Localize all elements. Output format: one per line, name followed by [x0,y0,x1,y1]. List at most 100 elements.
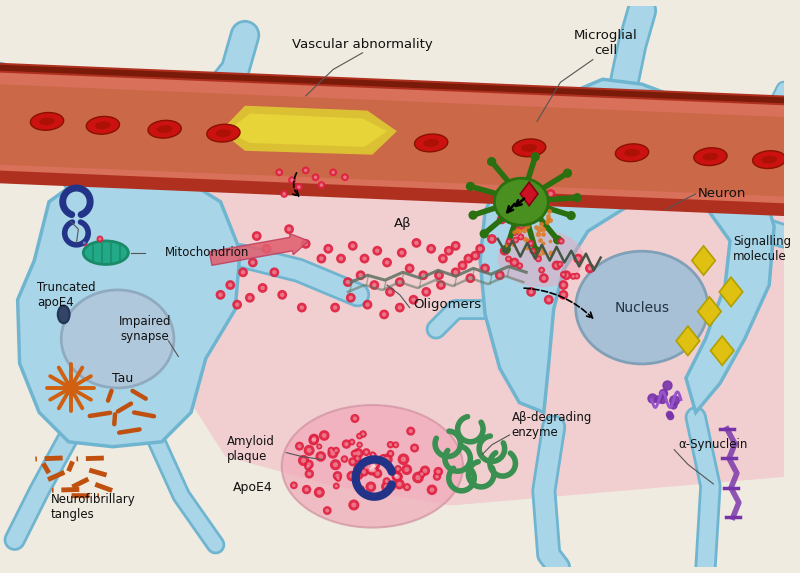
Circle shape [333,305,338,310]
Circle shape [480,264,490,273]
Circle shape [507,257,510,261]
Circle shape [370,466,379,475]
Circle shape [301,458,306,463]
Circle shape [376,460,378,462]
Polygon shape [0,170,794,217]
Polygon shape [719,277,742,307]
FancyArrow shape [210,233,309,265]
Polygon shape [227,113,387,147]
Circle shape [518,234,524,241]
Circle shape [424,290,429,294]
Circle shape [392,441,399,448]
Circle shape [488,158,495,166]
Circle shape [346,293,356,303]
Circle shape [414,241,418,245]
Circle shape [334,449,338,452]
Polygon shape [0,65,794,104]
Circle shape [348,500,359,511]
Ellipse shape [58,305,70,323]
Circle shape [531,246,539,254]
Circle shape [469,211,477,219]
Text: Neuron: Neuron [698,187,746,201]
Circle shape [558,262,562,266]
Circle shape [280,190,288,198]
Circle shape [530,242,532,245]
Circle shape [317,254,326,264]
Circle shape [436,280,446,290]
Circle shape [350,441,354,444]
Circle shape [375,472,380,476]
Circle shape [545,205,549,209]
Circle shape [342,457,346,461]
Circle shape [497,214,506,224]
Ellipse shape [148,120,182,138]
Circle shape [436,469,441,474]
Circle shape [301,239,310,249]
Circle shape [437,273,441,277]
Circle shape [330,451,335,456]
Circle shape [394,479,405,489]
Circle shape [370,452,377,459]
Circle shape [66,383,75,393]
Circle shape [390,485,394,489]
Circle shape [411,297,416,302]
Circle shape [97,236,103,242]
Circle shape [426,244,436,254]
Circle shape [369,467,371,470]
Circle shape [572,275,575,278]
Circle shape [398,280,402,284]
Polygon shape [0,62,794,116]
Circle shape [517,221,526,230]
Circle shape [323,244,333,254]
Circle shape [371,463,378,470]
Circle shape [295,442,304,451]
Circle shape [341,173,349,181]
Circle shape [323,506,332,515]
Circle shape [348,241,358,251]
Circle shape [304,445,314,456]
Circle shape [522,189,532,199]
Circle shape [238,268,248,277]
Polygon shape [480,79,774,413]
Text: Aβ-degrading
enzyme: Aβ-degrading enzyme [511,411,592,439]
Circle shape [560,271,566,278]
Text: Signalling
molecule: Signalling molecule [733,235,791,263]
Circle shape [519,236,522,238]
Circle shape [81,240,88,246]
Circle shape [370,452,376,458]
Circle shape [381,454,393,465]
Circle shape [358,485,365,492]
Polygon shape [0,72,794,210]
Circle shape [500,246,510,256]
Circle shape [562,273,565,276]
Circle shape [292,484,296,487]
Circle shape [372,468,376,472]
Circle shape [362,300,372,309]
Circle shape [554,263,558,268]
Circle shape [297,185,301,189]
Circle shape [534,214,539,219]
Circle shape [356,433,363,439]
Circle shape [362,462,372,472]
Circle shape [413,446,417,450]
Circle shape [389,443,392,446]
Circle shape [395,474,400,479]
Circle shape [399,250,404,255]
Circle shape [262,244,271,254]
Circle shape [418,470,426,478]
Circle shape [333,471,342,481]
Circle shape [335,474,340,478]
Circle shape [280,293,285,297]
Circle shape [411,238,422,248]
Circle shape [532,211,542,221]
Circle shape [366,461,378,472]
Text: Vascular abnormality: Vascular abnormality [292,38,433,52]
Circle shape [330,168,337,176]
Circle shape [562,293,566,297]
Polygon shape [520,182,538,206]
Circle shape [397,482,402,486]
Circle shape [470,251,480,261]
Circle shape [570,273,577,280]
Circle shape [495,270,505,280]
Circle shape [540,269,543,272]
